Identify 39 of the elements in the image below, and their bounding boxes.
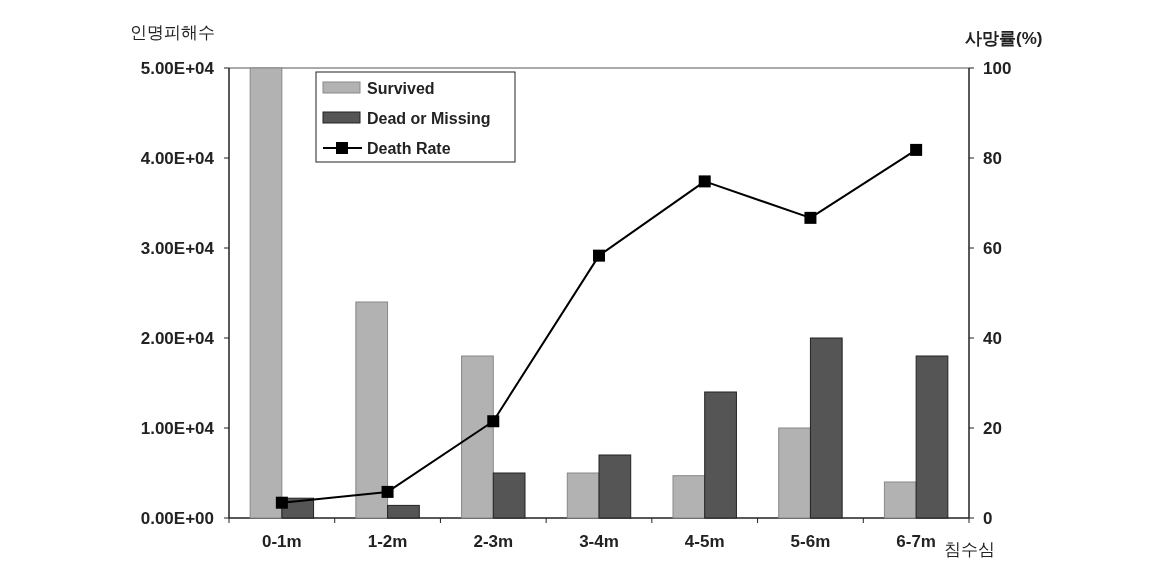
legend-label: Survived — [367, 80, 435, 97]
y-tick-label: 1.00E+04 — [140, 419, 215, 438]
bar — [883, 481, 917, 519]
bar — [461, 355, 494, 519]
y2-axis-title: 사망률(%) — [965, 29, 1043, 48]
x-tick-label: 3-4m — [579, 532, 619, 551]
y2-tick-label: 60 — [983, 239, 1002, 258]
y2-tick-label: 20 — [983, 419, 1002, 438]
y-tick-label: 2.00E+04 — [140, 329, 215, 348]
bar — [778, 427, 811, 519]
y-axis-title: 인명피해수 — [130, 23, 215, 42]
x-tick-label: 4-5m — [684, 532, 725, 551]
point — [910, 143, 923, 156]
bar — [249, 67, 283, 519]
y-tick-label: 5.00E+04 — [140, 59, 215, 78]
bar — [355, 301, 389, 519]
point — [381, 485, 394, 498]
y2-tick-label: 80 — [983, 149, 1002, 168]
x-tick-label: 6-7m — [896, 532, 936, 551]
y-tick-label: 3.00E+04 — [140, 239, 215, 258]
legend-label: Dead or Missing — [367, 110, 491, 127]
point — [698, 175, 711, 188]
bar — [566, 472, 600, 519]
x-tick-label: 5-6m — [790, 532, 831, 551]
point — [593, 249, 605, 262]
y-tick-label: 0.00E+00 — [140, 509, 214, 528]
y2-tick-label: 40 — [983, 329, 1002, 348]
legend-label: Death Rate — [367, 140, 451, 157]
x-axis-title: 침수심 — [944, 540, 995, 559]
point — [275, 496, 288, 509]
x-tick-label: 1-2m — [367, 532, 408, 551]
y2-tick-label: 0 — [983, 509, 993, 528]
bar — [672, 475, 706, 519]
y-tick-label: 4.00E+04 — [140, 149, 215, 168]
x-tick-label: 0-1m — [262, 532, 302, 551]
x-tick-label: 2-3m — [473, 532, 514, 551]
point — [804, 211, 817, 224]
y2-tick-label: 100 — [983, 59, 1012, 78]
point — [487, 415, 500, 428]
